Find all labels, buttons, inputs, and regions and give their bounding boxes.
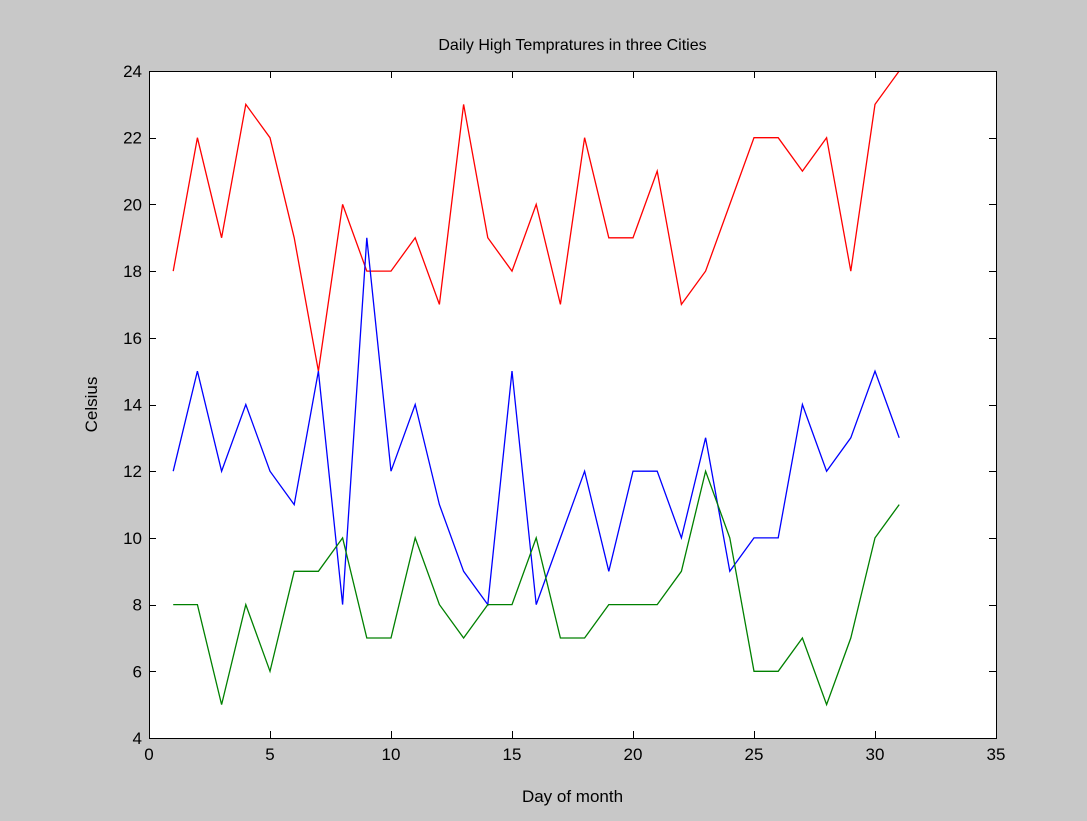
y-tick-label: 22	[123, 129, 142, 148]
x-tick-label: 5	[265, 745, 274, 764]
y-tick-label: 10	[123, 529, 142, 548]
y-tick-label: 4	[133, 729, 142, 748]
y-tick-label: 18	[123, 262, 142, 281]
x-axis-label: Day of month	[522, 787, 623, 806]
y-tick-label: 24	[123, 62, 142, 81]
y-tick-label: 20	[123, 195, 142, 214]
x-tick-label: 25	[745, 745, 764, 764]
plot-area	[149, 71, 996, 738]
series-layer	[172, 70, 900, 707]
x-tick-label: 35	[987, 745, 1006, 764]
series-line-1	[172, 70, 900, 372]
y-tick-label: 14	[123, 396, 142, 415]
y-tick-label: 16	[123, 329, 142, 348]
x-tick-label: 20	[624, 745, 643, 764]
chart-title: Daily High Tempratures in three Cities	[438, 37, 706, 54]
series-line-2	[172, 237, 900, 607]
y-tick-label: 12	[123, 462, 142, 481]
x-tick-label: 30	[866, 745, 885, 764]
x-tick-label: 10	[382, 745, 401, 764]
x-tick-label: 0	[144, 745, 153, 764]
y-axis-label: Celsius	[82, 377, 101, 433]
ticks-layer: 0 5 10 15 20 25 30 35 4 6 8 10 12 14 16 18 20 22 24	[123, 62, 1005, 764]
y-tick-label: 8	[133, 596, 142, 615]
series-line-3	[173, 468, 900, 707]
y-tick-label: 6	[133, 662, 142, 681]
x-tick-label: 15	[503, 745, 522, 764]
